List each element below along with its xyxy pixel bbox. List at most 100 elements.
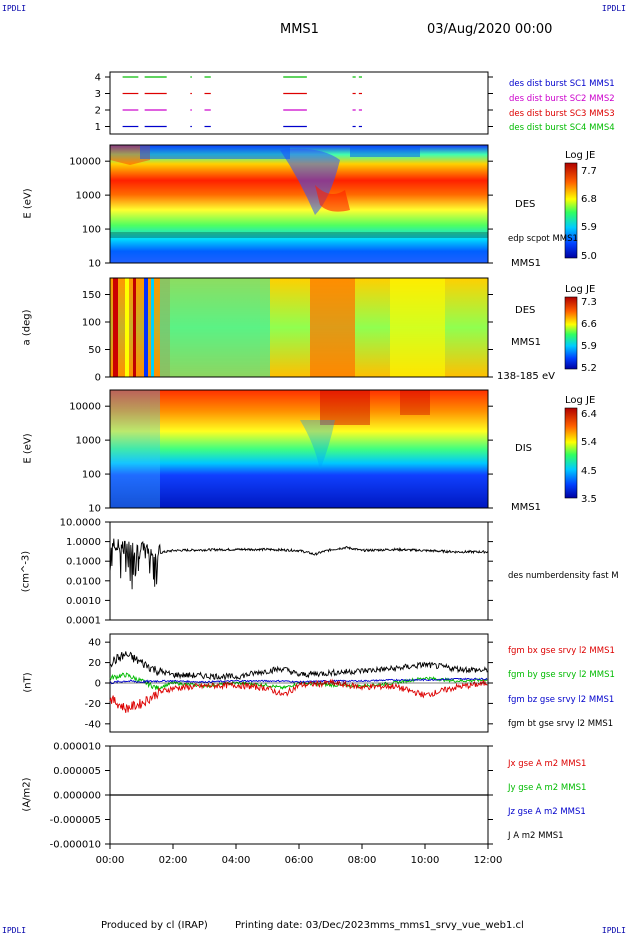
bfield-y-0-label: 0 — [95, 679, 101, 690]
burst-y-4-label: 4 — [95, 73, 101, 84]
scpot-label: edp scpot MMS1 — [508, 234, 578, 244]
des-pitch-energy-range: 138-185 eV — [497, 371, 555, 382]
corner-mark-top-right: IPDLI — [601, 4, 626, 13]
density-y-0.0010-label: 0.0010 — [66, 596, 101, 607]
dis-energy-cb-tick-3: 4.5 — [581, 466, 597, 477]
time-label-00:00: 00:00 — [96, 855, 125, 866]
bfield-y--40-label: -40 — [85, 719, 101, 730]
density-y-0.1000-label: 0.1000 — [66, 557, 101, 568]
dis-energy-instrument: DIS — [515, 443, 532, 454]
des-energy-cb-tick-3: 5.9 — [581, 222, 597, 233]
des-energy-cb-tick-1: 7.7 — [581, 166, 597, 177]
des-pitch-cb-tick-4: 5.2 — [581, 363, 597, 374]
time-label-06:00: 06:00 — [285, 855, 314, 866]
current-legend-jz: Jz gse A m2 MMS1 — [508, 807, 586, 817]
bfield-y-20-label: 20 — [88, 658, 101, 669]
des-energy-spacecraft: MMS1 — [511, 258, 541, 269]
bfield-y--20-label: -20 — [85, 699, 101, 710]
burst-intervals — [122, 76, 362, 128]
density-y-0.0001-label: 0.0001 — [66, 616, 101, 627]
des-energy-y-100-label: 100 — [82, 225, 101, 236]
date-title: 03/Aug/2020 00:00 — [427, 22, 553, 37]
bfield-legend-bt: fgm bt gse srvy l2 MMS1 — [508, 719, 614, 729]
current-legend-j: J A m2 MMS1 — [508, 831, 564, 841]
time-label-08:00: 08:00 — [348, 855, 377, 866]
current-y-0.000010-label: 0.000010 — [53, 742, 101, 753]
des-pitch-cb-tick-3: 5.9 — [581, 341, 597, 352]
des-pitch-instrument: DES — [515, 305, 536, 316]
dis-energy-cb-tick-2: 5.4 — [581, 437, 597, 448]
current-panel: 0.000010 0.000005 0.000000 -0.000005 -0.0000… — [50, 742, 493, 851]
dis-energy-colorbar-title: Log JE — [565, 395, 596, 406]
density-panel: 10.0000 1.0000 0.1000 0.0100 0.0010 0.0001 — [60, 518, 493, 627]
density-y-0.0100-label: 0.0100 — [66, 576, 101, 587]
des-pitch-cb-tick-2: 6.6 — [581, 319, 597, 330]
des-energy-colorbar-title: Log JE — [565, 150, 596, 161]
current-legend-jy: Jy gse A m2 MMS1 — [508, 783, 587, 793]
time-axis: 00:00 02:00 04:00 06:00 08:00 10:00 12:00 — [96, 844, 502, 866]
dis-energy-ylabel: E (eV) — [22, 433, 34, 464]
dis-energy-cb-tick-1: 6.4 — [581, 409, 597, 420]
des-energy-cb-tick-4: 5.0 — [581, 251, 597, 262]
footer-filename: mms_mms1_srvy_vue_web1.cl — [370, 920, 524, 931]
bfield-series-bx — [109, 678, 488, 713]
des-energy-y-1000-label: 1000 — [76, 191, 101, 202]
current-ylabel: (A/m2) — [21, 777, 33, 812]
burst-panel: 4 3 2 1 — [95, 71, 493, 135]
des-pitch-y-100-label: 100 — [82, 318, 101, 329]
bfield-legend-by: fgm by gse srvy l2 MMS1 — [508, 670, 615, 680]
corner-mark-top-left: IPDLI — [2, 4, 27, 13]
burst-y-1-label: 1 — [95, 122, 101, 133]
corner-mark-bottom-right: IPDLI — [601, 926, 626, 935]
des-energy-panel: 10000 1000 100 10 — [69, 144, 493, 270]
density-frame — [109, 521, 489, 621]
density-y-10.0000-label: 10.0000 — [60, 518, 101, 529]
dis-energy-panel: 10000 1000 100 10 — [69, 389, 493, 515]
des-pitch-frame — [109, 277, 489, 378]
time-label-04:00: 04:00 — [222, 855, 251, 866]
dis-energy-cb-tick-4: 3.5 — [581, 494, 597, 505]
dis-energy-y-10000-label: 10000 — [69, 402, 101, 413]
dis-energy-spacecraft: MMS1 — [511, 502, 541, 513]
des-energy-cb-tick-2: 6.8 — [581, 194, 597, 205]
current-y-0.000005-label: 0.000005 — [53, 766, 101, 777]
bfield-ylabel: (nT) — [22, 672, 34, 693]
des-pitch-panel: 150 100 50 0 — [82, 277, 493, 384]
des-energy-y-10000-label: 10000 — [69, 157, 101, 168]
burst-legend-1: des dist burst SC1 MMS1 — [509, 79, 615, 89]
bfield-y-40-label: 40 — [88, 638, 101, 649]
density-ylabel: (cm^-3) — [20, 550, 32, 593]
des-energy-y-10-label: 10 — [88, 259, 101, 270]
burst-legend-2: des dist burst SC2 MMS2 — [509, 94, 615, 104]
des-pitch-y-50-label: 50 — [88, 345, 101, 356]
scpot-trace — [110, 232, 488, 238]
density-legend: des numberdensity fast M — [508, 571, 619, 581]
burst-legend-3: des dist burst SC3 MMS3 — [509, 109, 615, 119]
current-y-0.000000-label: 0.000000 — [53, 791, 101, 802]
burst-y-2-label: 2 — [95, 106, 101, 117]
bfield-series-bt — [109, 651, 488, 681]
dis-energy-y-100-label: 100 — [82, 470, 101, 481]
density-y-1.0000-label: 1.0000 — [66, 537, 101, 548]
footer-produced: Produced by cl (IRAP) — [101, 920, 208, 931]
dis-energy-y-10-label: 10 — [88, 504, 101, 515]
footer-printing-date: Printing date: 03/Dec/2023 — [235, 920, 371, 931]
spacecraft-title: MMS1 — [280, 22, 319, 37]
current-y--0.000010-label: -0.000010 — [50, 840, 101, 851]
colorbar-des-pitch — [564, 296, 578, 370]
des-pitch-y-150-label: 150 — [82, 290, 101, 301]
des-pitch-ylabel: a (deg) — [21, 309, 33, 346]
dis-energy-frame — [109, 389, 489, 509]
colorbar-des-energy — [564, 162, 578, 259]
bfield-panel: 40 20 0 -20 -40 — [85, 633, 493, 733]
colorbar-dis-energy — [564, 407, 578, 499]
corner-mark-bottom-left: IPDLI — [2, 926, 27, 935]
burst-y-ticks: 4 3 2 1 — [95, 73, 493, 133]
des-pitch-y-0-label: 0 — [95, 373, 101, 384]
current-y--0.000005-label: -0.000005 — [50, 815, 101, 826]
des-pitch-spacecraft: MMS1 — [511, 337, 541, 348]
bfield-series-bz — [109, 677, 488, 685]
time-label-10:00: 10:00 — [411, 855, 440, 866]
des-pitch-colorbar-title: Log JE — [565, 284, 596, 295]
